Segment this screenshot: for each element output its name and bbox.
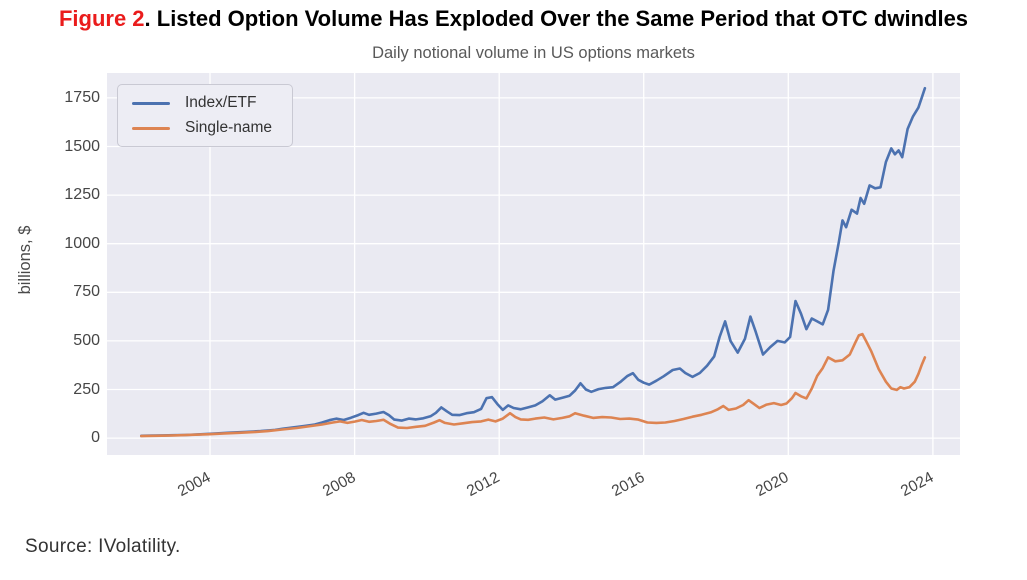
chart-subtitle: Daily notional volume in US options mark… xyxy=(372,44,695,62)
legend: Index/ETF Single-name xyxy=(117,84,294,147)
x-tick-label: 2008 xyxy=(319,468,359,501)
figure-title-text: . Listed Option Volume Has Exploded Over… xyxy=(144,6,969,31)
legend-line-swatch xyxy=(132,101,170,105)
source-note: Source: IVolatility. xyxy=(25,536,181,557)
series-line-single-name xyxy=(139,332,927,438)
legend-item-index-etf: Index/ETF xyxy=(132,94,272,112)
y-tick-label: 500 xyxy=(73,331,100,349)
y-tick-label: 0 xyxy=(91,429,100,447)
y-tick-label: 1250 xyxy=(64,186,100,204)
y-tick-label: 1750 xyxy=(64,88,100,106)
x-tick-label: 2024 xyxy=(897,468,937,501)
figure-title: Figure 2. Listed Option Volume Has Explo… xyxy=(0,6,1027,32)
legend-label: Single-name xyxy=(185,119,273,136)
y-tick-label: 1500 xyxy=(64,137,100,155)
legend-item-single-name: Single-name xyxy=(132,119,272,137)
y-tick-label: 1000 xyxy=(64,234,100,252)
x-tick-label: 2004 xyxy=(175,468,214,501)
series-line-index-etf xyxy=(139,86,927,438)
x-tick-label: 2016 xyxy=(608,468,648,501)
y-tick-label: 250 xyxy=(73,380,100,398)
legend-line-swatch xyxy=(132,126,170,130)
figure-number: Figure 2 xyxy=(58,6,145,31)
legend-label: Index/ETF xyxy=(185,94,257,111)
x-tick-label: 2012 xyxy=(464,468,503,501)
y-tick-label: 750 xyxy=(73,283,100,301)
x-tick-label: 2020 xyxy=(753,468,792,501)
